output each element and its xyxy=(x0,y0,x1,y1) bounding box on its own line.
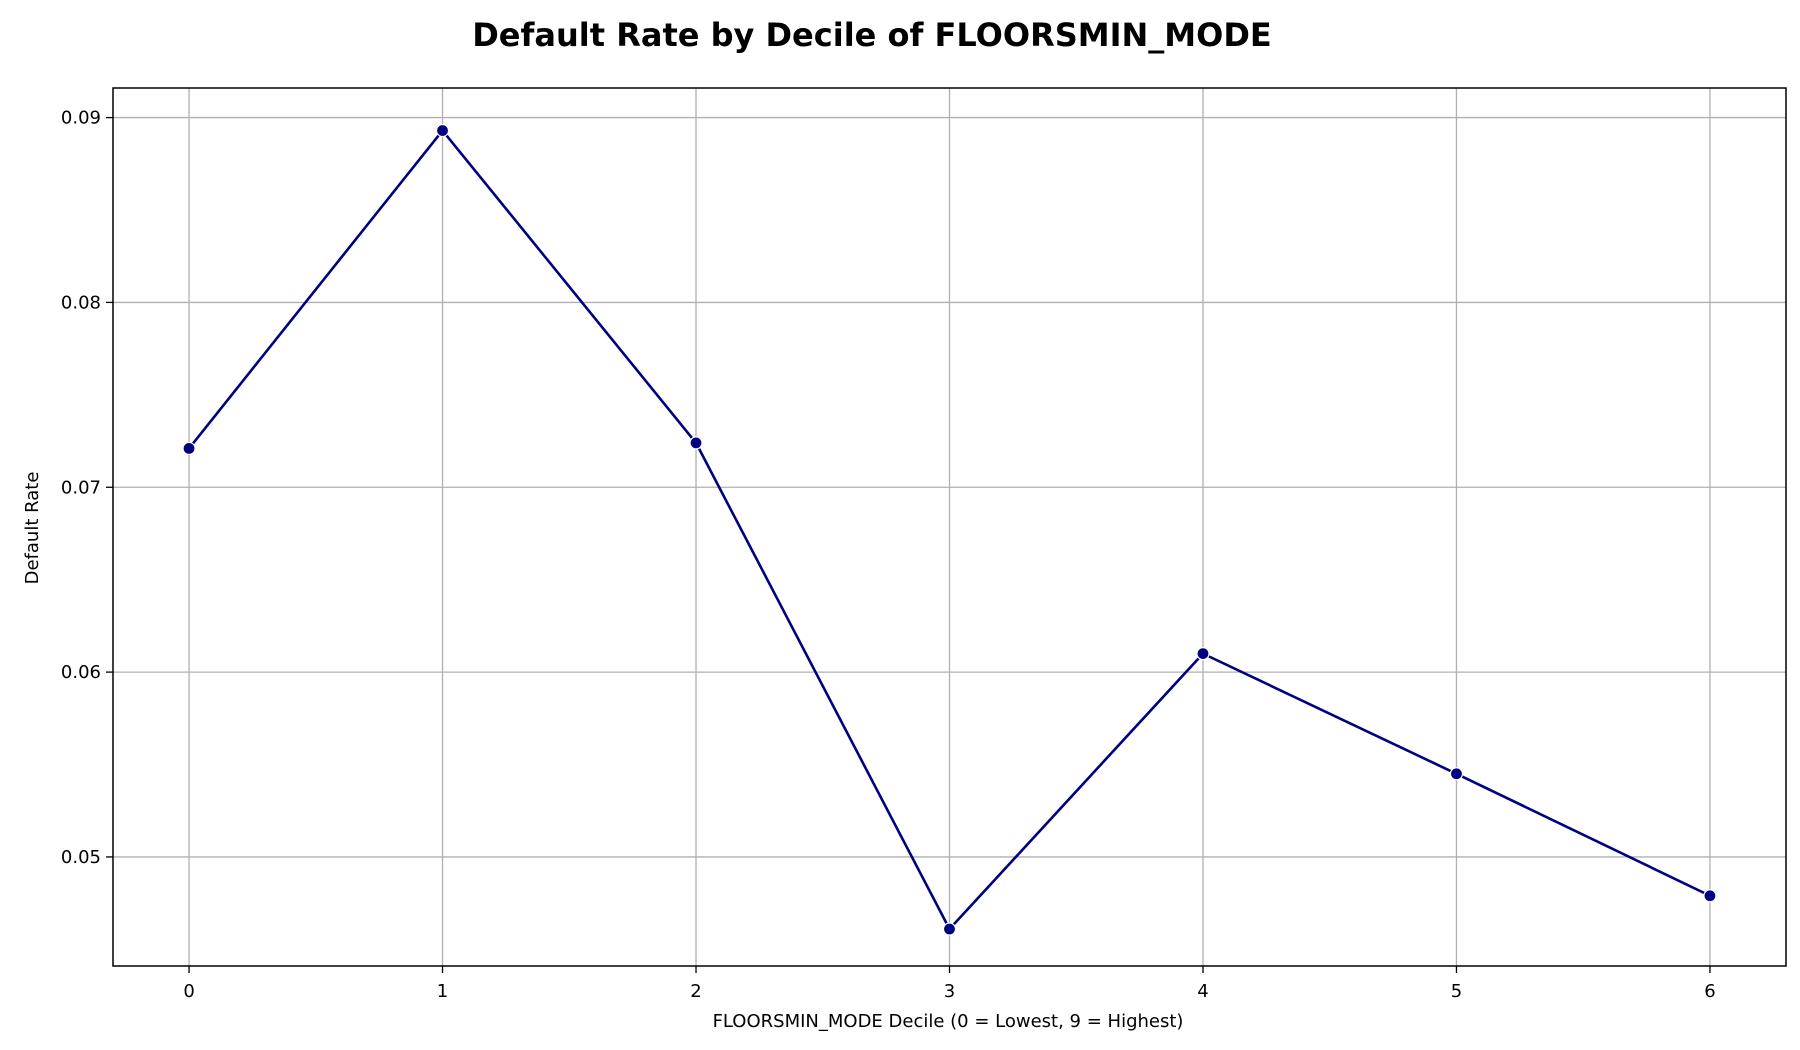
x-tick-label: 0 xyxy=(183,981,194,1002)
data-point xyxy=(1449,767,1464,781)
x-tick-label: 5 xyxy=(1451,981,1462,1002)
y-tick-label: 0.09 xyxy=(61,108,101,129)
data-point xyxy=(942,922,957,936)
data-point xyxy=(1196,647,1210,661)
chart-title: Default Rate by Decile of FLOORSMIN_MODE xyxy=(472,16,1272,54)
series-layer xyxy=(182,123,1717,936)
y-tick-label: 0.05 xyxy=(61,847,101,868)
data-point xyxy=(1703,889,1717,903)
y-axis-label: Default Rate xyxy=(22,472,43,585)
x-axis-ticks: 0 1 2 3 4 5 6 xyxy=(183,966,1716,1002)
data-point xyxy=(435,123,450,138)
y-tick-label: 0.08 xyxy=(61,292,101,313)
x-tick-label: 1 xyxy=(437,981,448,1002)
x-tick-label: 3 xyxy=(944,981,955,1002)
grid-lines xyxy=(113,88,1786,966)
x-tick-label: 6 xyxy=(1704,981,1715,1002)
data-point xyxy=(689,436,703,450)
x-tick-label: 2 xyxy=(690,981,701,1002)
y-axis-ticks: 0.05 0.06 0.07 0.08 0.09 xyxy=(61,108,113,868)
data-point xyxy=(182,441,196,456)
plot-frame xyxy=(112,87,1787,967)
x-axis-label: FLOORSMIN_MODE Decile (0 = Lowest, 9 = H… xyxy=(713,1011,1184,1032)
y-tick-label: 0.07 xyxy=(61,477,101,498)
x-tick-label: 4 xyxy=(1197,981,1208,1002)
y-tick-label: 0.06 xyxy=(61,662,101,683)
